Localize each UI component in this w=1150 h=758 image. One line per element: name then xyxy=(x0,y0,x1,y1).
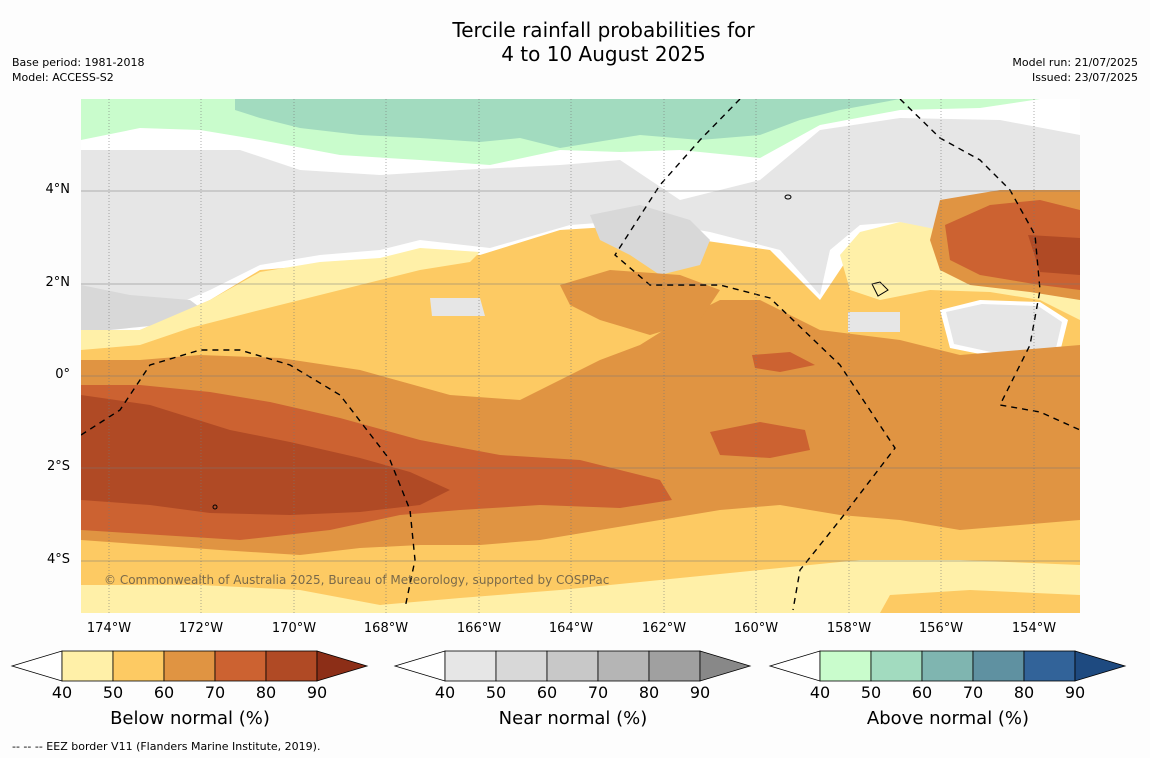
chart-title: Tercile rainfall probabilities for 4 to … xyxy=(0,18,1150,66)
lon-label: 158°W xyxy=(826,621,872,636)
colorbar-swatch xyxy=(112,650,165,682)
cb-below-end xyxy=(316,650,369,682)
colorbar-tick-label: 80 xyxy=(255,683,277,702)
colorbar-swatch xyxy=(61,650,114,682)
lon-label: 166°W xyxy=(456,621,502,636)
colorbar-swatch xyxy=(921,650,974,682)
lon-label: 172°W xyxy=(178,621,224,636)
colorbar-swatch xyxy=(1023,650,1076,682)
colorbar-tick-label: 60 xyxy=(911,683,933,702)
model-run: Model run: 21/07/2025 xyxy=(1012,56,1138,69)
colorbar-tick-label: 40 xyxy=(434,683,456,702)
colorbar-tick-label: 50 xyxy=(102,683,124,702)
cb-below-swatches xyxy=(61,650,318,682)
meta-right: Model run: 21/07/2025 Issued: 23/07/2025 xyxy=(1012,55,1138,85)
colorbar-tick-label: 90 xyxy=(306,683,328,702)
map-field xyxy=(81,99,1080,613)
lon-label: 164°W xyxy=(548,621,594,636)
model-name: Model: ACCESS-S2 xyxy=(12,71,114,84)
lon-label: 170°W xyxy=(271,621,317,636)
eez-legend-note: -- -- -- EEZ border V11 (Flanders Marine… xyxy=(12,740,321,753)
lat-label: 0° xyxy=(55,367,70,382)
lon-label: 154°W xyxy=(1011,621,1057,636)
colorbar-below-normal xyxy=(10,650,369,682)
colorbar-tick-label: 50 xyxy=(860,683,882,702)
cb-above-start xyxy=(768,650,821,682)
colorbar-swatch xyxy=(819,650,872,682)
cb-below-start xyxy=(10,650,63,682)
colorbar-above-normal xyxy=(768,650,1127,682)
colorbar-swatch xyxy=(870,650,923,682)
colorbar-tick-label: 90 xyxy=(689,683,711,702)
lon-label: 160°W xyxy=(733,621,779,636)
below-normal-label: Below normal (%) xyxy=(110,708,270,729)
colorbar-tick-label: 40 xyxy=(809,683,831,702)
probability-map xyxy=(81,99,1080,613)
colorbar-swatch xyxy=(495,650,548,682)
cb-near-swatches xyxy=(444,650,701,682)
colorbar-tick-label: 60 xyxy=(536,683,558,702)
colorbar-tick-label: 40 xyxy=(51,683,73,702)
colorbar-swatch xyxy=(648,650,701,682)
lat-label: 2°S xyxy=(46,459,70,474)
above-normal-label: Above normal (%) xyxy=(866,708,1030,729)
colorbar-tick-label: 50 xyxy=(485,683,507,702)
colorbar-swatch xyxy=(597,650,650,682)
colorbar-swatch xyxy=(972,650,1025,682)
copyright-notice: © Commonwealth of Australia 2025, Bureau… xyxy=(104,573,610,587)
colorbar-swatch xyxy=(546,650,599,682)
near-normal-label: Near normal (%) xyxy=(498,708,648,729)
issued-date: Issued: 23/07/2025 xyxy=(1031,71,1138,84)
lon-label: 156°W xyxy=(918,621,964,636)
colorbar-swatch xyxy=(163,650,216,682)
colorbar-tick-label: 70 xyxy=(962,683,984,702)
meta-left: Base period: 1981-2018 Model: ACCESS-S2 xyxy=(12,55,144,85)
lat-label: 4°N xyxy=(45,182,71,197)
colorbar-tick-label: 60 xyxy=(153,683,175,702)
lat-label: 4°S xyxy=(46,552,70,567)
colorbar-tick-label: 90 xyxy=(1064,683,1086,702)
lon-label: 168°W xyxy=(363,621,409,636)
lat-label: 2°N xyxy=(45,275,71,290)
colorbar-near-normal xyxy=(393,650,752,682)
gridlines xyxy=(81,99,1080,613)
base-period: Base period: 1981-2018 xyxy=(12,56,145,69)
lon-label: 162°W xyxy=(641,621,687,636)
lon-label: 174°W xyxy=(86,621,132,636)
title-line-1: Tercile rainfall probabilities for xyxy=(452,18,755,42)
colorbar-tick-label: 80 xyxy=(1013,683,1035,702)
colorbar-tick-label: 80 xyxy=(638,683,660,702)
cb-above-swatches xyxy=(819,650,1076,682)
colorbar-swatch xyxy=(444,650,497,682)
colorbar-swatch xyxy=(265,650,318,682)
cb-near-start xyxy=(393,650,446,682)
colorbar-tick-label: 70 xyxy=(204,683,226,702)
cb-above-end xyxy=(1074,650,1127,682)
colorbar-tick-label: 70 xyxy=(587,683,609,702)
cb-near-end xyxy=(699,650,752,682)
colorbar-swatch xyxy=(214,650,267,682)
title-line-2: 4 to 10 August 2025 xyxy=(501,42,706,66)
